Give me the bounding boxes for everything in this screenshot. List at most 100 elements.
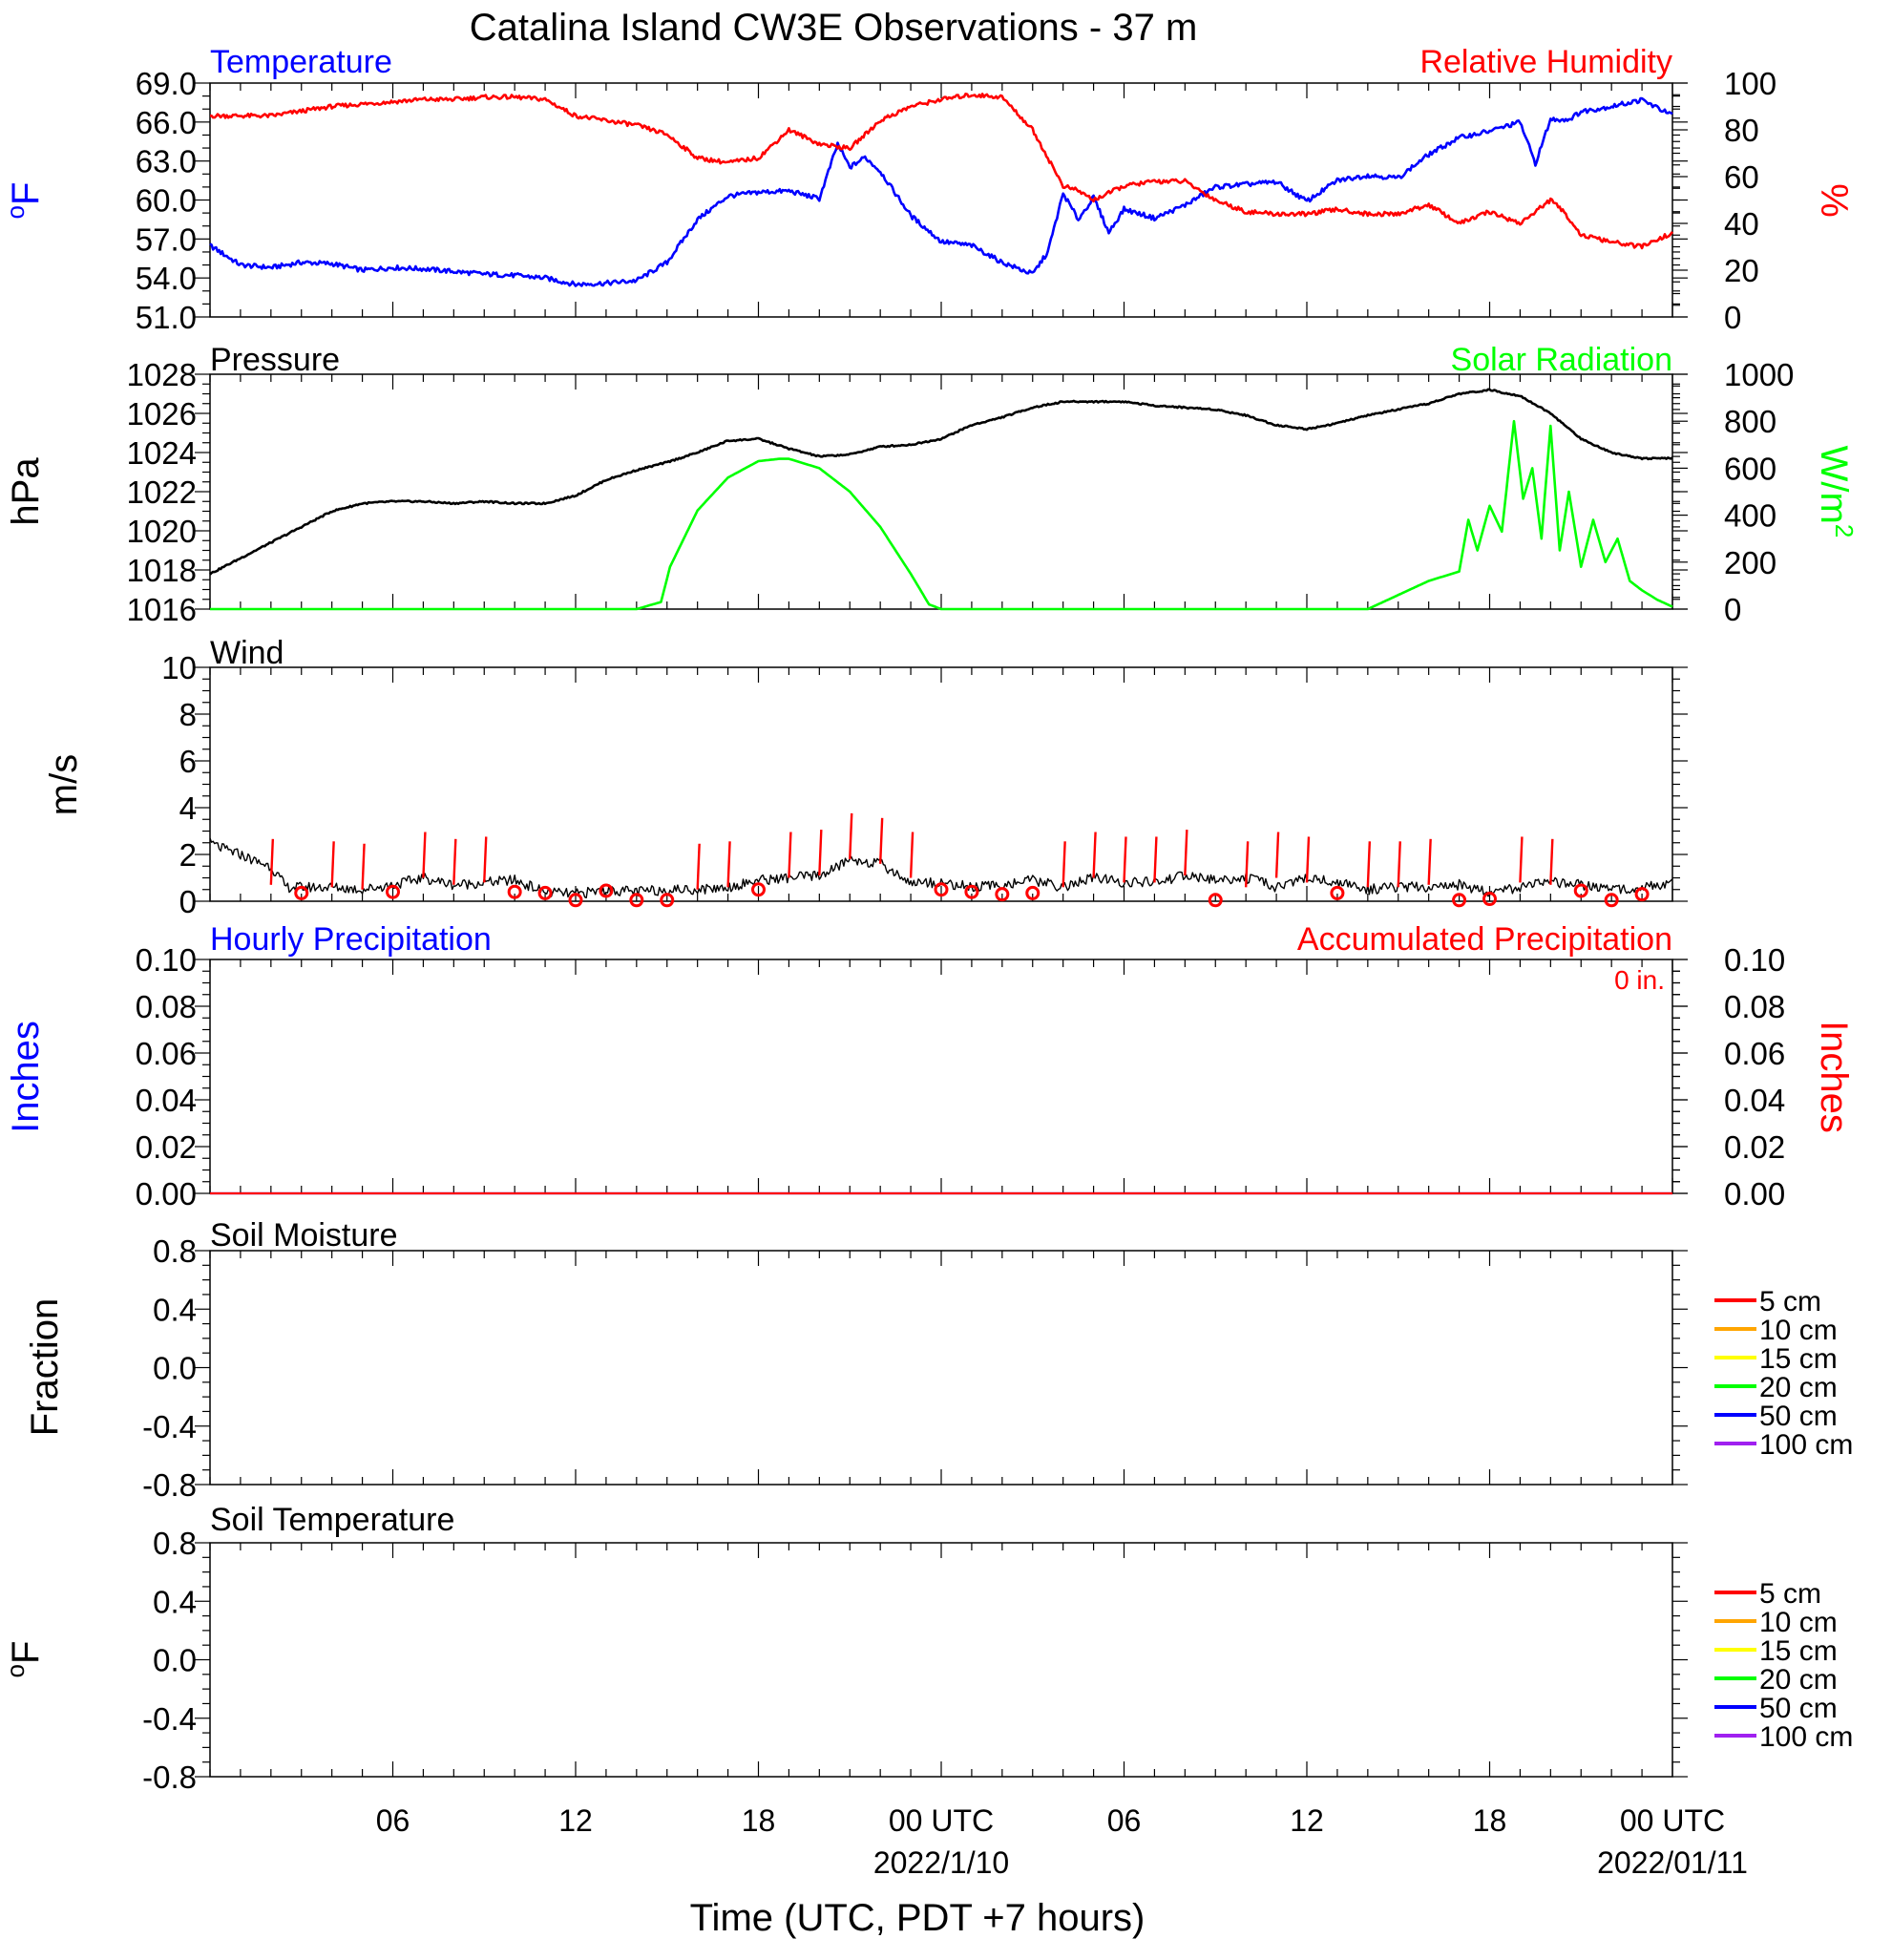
y-tick-label: 4 (179, 790, 197, 826)
wind-barb-staff (361, 843, 366, 890)
wind-calm-marker (1025, 885, 1041, 900)
wind-barb-staff (818, 830, 823, 876)
wind-calm-marker (660, 893, 675, 908)
wind-calm-marker (568, 893, 583, 908)
y-tick-label: 1020 (127, 514, 197, 549)
wind-barb-staff (849, 812, 853, 859)
solar-radiation-line (210, 419, 1673, 611)
wind-calm-marker (1604, 893, 1619, 908)
wind-calm-marker (1634, 887, 1650, 902)
x-date-label: 2022/01/11 (1597, 1845, 1748, 1880)
wind-barb-staff (1123, 836, 1127, 883)
x-tick-label: 12 (558, 1803, 593, 1838)
wind-calm-marker (1482, 892, 1497, 907)
wind-barb-staff (1153, 836, 1158, 883)
wind-barb-staff (878, 817, 884, 864)
y-tick-label: 0.06 (136, 1036, 197, 1071)
y-tick-label: 400 (1724, 498, 1776, 534)
panel-frame (209, 82, 1673, 318)
y-tick-label: 600 (1724, 451, 1776, 486)
y-tick-label: 1022 (127, 474, 197, 510)
wind-barb-staff (788, 832, 792, 878)
wind-barb-staff (483, 836, 488, 883)
soil-moisture-title: Soil Moisture (210, 1217, 398, 1254)
y-tick-label: 1026 (127, 396, 197, 432)
panel-frame (209, 959, 1673, 1194)
y-tick-label: 0.0 (153, 1351, 197, 1386)
legend-label: 5 cm (1759, 1286, 1821, 1317)
x-tick-label: 18 (742, 1803, 776, 1838)
y-tick-label: 0.08 (1724, 989, 1785, 1024)
legend-label: 15 cm (1759, 1343, 1838, 1375)
y-tick-label: 0.00 (1724, 1176, 1785, 1212)
x-tick-label: 06 (376, 1803, 410, 1838)
wind-barb-staff (1519, 836, 1524, 883)
y-tick-label: 0.8 (153, 1526, 197, 1561)
soil-temp-title: Soil Temperature (210, 1502, 454, 1538)
legend-label: 10 cm (1759, 1607, 1838, 1638)
wind-unit-label: m/s (43, 754, 85, 815)
wind-calm-marker (1330, 885, 1345, 900)
soil-temp-tick-labels: 0.8 0.4 0.0 -0.4 -0.8 (142, 1526, 197, 1795)
legend-label: 10 cm (1759, 1315, 1838, 1346)
wind-barb-staff (1549, 838, 1554, 885)
y-tick-label: 0.10 (136, 942, 197, 978)
wind-calm-marker (1573, 883, 1588, 898)
y-tick-label: -0.4 (142, 1409, 197, 1444)
temp-left-tick-labels: 69.0 66.0 63.0 60.057.0 54.0 51.0 (136, 66, 197, 335)
wind-barb-staff (1274, 832, 1280, 878)
figure-title: Catalina Island CW3E Observations - 37 m (470, 7, 1198, 49)
legend-label: 50 cm (1759, 1693, 1838, 1724)
solar-unit-label: W/m2 (1813, 446, 1859, 538)
y-tick-label: 69.0 (136, 66, 197, 101)
x-tick-label: 06 (1107, 1803, 1142, 1838)
y-tick-label: -0.4 (142, 1701, 197, 1737)
y-tick-label: 0.06 (1724, 1036, 1785, 1071)
x-date-label: 2022/1/10 (873, 1845, 1009, 1880)
wind-barb-staff (909, 832, 914, 878)
wind-barb-staff (1366, 841, 1372, 888)
y-tick-label: 0.8 (153, 1233, 197, 1269)
wind-calm-marker (507, 884, 522, 899)
temp-unit-label: oF (1, 182, 47, 220)
rh-panel-title: Relative Humidity (1419, 44, 1672, 80)
wind-barb-staff (330, 841, 335, 888)
legend-label: 50 cm (1759, 1401, 1838, 1432)
wind-barb-staff (269, 838, 275, 885)
y-tick-label: 1028 (127, 357, 197, 392)
legend-label: 100 cm (1759, 1721, 1853, 1753)
y-tick-label: 0 (179, 884, 197, 919)
precip-left-unit-label: Inches (5, 1021, 47, 1133)
legend-label: 20 cm (1759, 1664, 1838, 1696)
x-tick-label: 18 (1473, 1803, 1507, 1838)
y-tick-label: 200 (1724, 545, 1776, 580)
wind-calm-marker (995, 887, 1010, 902)
y-tick-label: 1000 (1724, 357, 1794, 392)
x-axis-date-labels: 2022/1/10 2022/01/11 (873, 1845, 1748, 1880)
y-tick-label: -0.8 (142, 1467, 197, 1503)
wind-barb-staff (696, 843, 701, 890)
panel-frame (209, 666, 1673, 902)
solar-panel-title: Solar Radiation (1451, 342, 1672, 378)
y-tick-label: 0 (1724, 300, 1741, 335)
wind-calm-marker (294, 885, 309, 900)
y-tick-label: 0 (1724, 592, 1741, 627)
temperature-line (209, 96, 1673, 287)
precip-left-tick-labels: 0.10 0.08 0.06 0.04 0.02 0.00 (136, 942, 197, 1212)
wind-barb-staff (1092, 832, 1097, 878)
wind-barb-staff (422, 832, 427, 878)
y-tick-label: 60.0 (136, 183, 197, 219)
y-tick-label: 8 (179, 697, 197, 732)
x-axis-tick-labels: 06 12 18 00 UTC 06 12 18 00 UTC (376, 1803, 1725, 1838)
y-tick-label: 1024 (127, 435, 197, 471)
y-tick-label: 2 (179, 837, 197, 873)
y-tick-label: 800 (1724, 404, 1776, 439)
y-tick-label: 63.0 (136, 144, 197, 179)
wind-barb-staff (1244, 841, 1250, 888)
y-tick-label: 20 (1724, 253, 1759, 288)
y-tick-label: 80 (1724, 113, 1759, 148)
y-tick-label: 57.0 (136, 221, 197, 257)
wind-barb-staff (1184, 830, 1188, 876)
